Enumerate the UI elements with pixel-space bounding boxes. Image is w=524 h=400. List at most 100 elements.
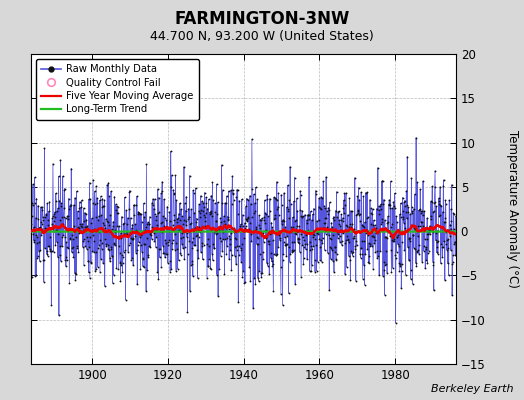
- Point: [188, 260, 196, 267]
- Point: [215, 266, 223, 272]
- Point: [171, 172, 180, 179]
- Point: [319, 224, 327, 231]
- Point: [94, 264, 102, 270]
- Point: [401, 225, 410, 231]
- Point: [73, 224, 82, 230]
- Point: [151, 226, 159, 232]
- Point: [50, 218, 58, 224]
- Point: [388, 237, 396, 243]
- Point: [265, 241, 273, 248]
- Point: [446, 222, 454, 229]
- Point: [179, 216, 188, 223]
- Point: [226, 247, 234, 254]
- Point: [383, 220, 391, 226]
- Point: [106, 212, 115, 218]
- Point: [72, 270, 81, 277]
- Point: [194, 255, 202, 262]
- Point: [309, 230, 318, 237]
- Point: [41, 214, 50, 220]
- Point: [211, 200, 219, 206]
- Point: [255, 212, 264, 219]
- Point: [438, 244, 446, 250]
- Point: [417, 210, 425, 216]
- Point: [168, 172, 176, 178]
- Point: [82, 211, 90, 217]
- Point: [222, 200, 230, 206]
- Point: [387, 246, 395, 253]
- Point: [156, 228, 164, 234]
- Point: [354, 209, 362, 216]
- Point: [264, 213, 272, 220]
- Point: [60, 205, 68, 211]
- Point: [387, 224, 395, 230]
- Point: [42, 251, 51, 257]
- Point: [31, 231, 40, 238]
- Point: [368, 232, 377, 239]
- Point: [448, 292, 456, 298]
- Point: [268, 263, 277, 270]
- Point: [82, 224, 90, 230]
- Point: [350, 235, 358, 242]
- Point: [224, 188, 233, 194]
- Point: [153, 221, 161, 228]
- Point: [166, 268, 174, 275]
- Point: [196, 192, 205, 199]
- Point: [320, 202, 328, 209]
- Point: [104, 219, 112, 225]
- Point: [216, 223, 224, 230]
- Point: [74, 248, 83, 255]
- Point: [325, 207, 333, 213]
- Point: [218, 248, 226, 254]
- Point: [307, 208, 315, 215]
- Point: [253, 196, 261, 202]
- Point: [81, 209, 89, 216]
- Point: [358, 251, 367, 257]
- Point: [48, 221, 56, 227]
- Point: [181, 244, 189, 250]
- Point: [217, 200, 226, 206]
- Point: [317, 236, 325, 243]
- Point: [185, 172, 194, 179]
- Point: [248, 136, 256, 142]
- Point: [346, 277, 355, 283]
- Point: [344, 236, 352, 242]
- Point: [153, 268, 161, 275]
- Point: [383, 270, 391, 276]
- Point: [219, 228, 227, 234]
- Point: [395, 260, 403, 267]
- Point: [250, 275, 258, 281]
- Point: [186, 220, 194, 227]
- Point: [261, 234, 270, 241]
- Point: [403, 244, 412, 250]
- Point: [282, 253, 290, 260]
- Point: [342, 190, 350, 196]
- Point: [288, 249, 296, 256]
- Point: [343, 237, 352, 244]
- Point: [211, 218, 220, 224]
- Point: [60, 186, 69, 193]
- Point: [147, 229, 155, 235]
- Point: [96, 193, 105, 200]
- Point: [437, 241, 445, 248]
- Point: [62, 257, 71, 263]
- Point: [103, 218, 111, 224]
- Point: [253, 241, 261, 247]
- Point: [165, 225, 173, 231]
- Point: [31, 199, 39, 206]
- Point: [148, 224, 157, 230]
- Point: [327, 236, 335, 242]
- Point: [77, 204, 85, 211]
- Point: [51, 209, 59, 215]
- Point: [46, 234, 54, 240]
- Point: [95, 197, 104, 204]
- Point: [284, 208, 292, 214]
- Point: [150, 237, 158, 244]
- Point: [49, 160, 57, 167]
- Point: [277, 192, 286, 198]
- Point: [256, 251, 264, 257]
- Point: [307, 243, 315, 250]
- Point: [206, 266, 215, 272]
- Point: [108, 253, 116, 259]
- Point: [435, 201, 444, 207]
- Point: [102, 228, 111, 234]
